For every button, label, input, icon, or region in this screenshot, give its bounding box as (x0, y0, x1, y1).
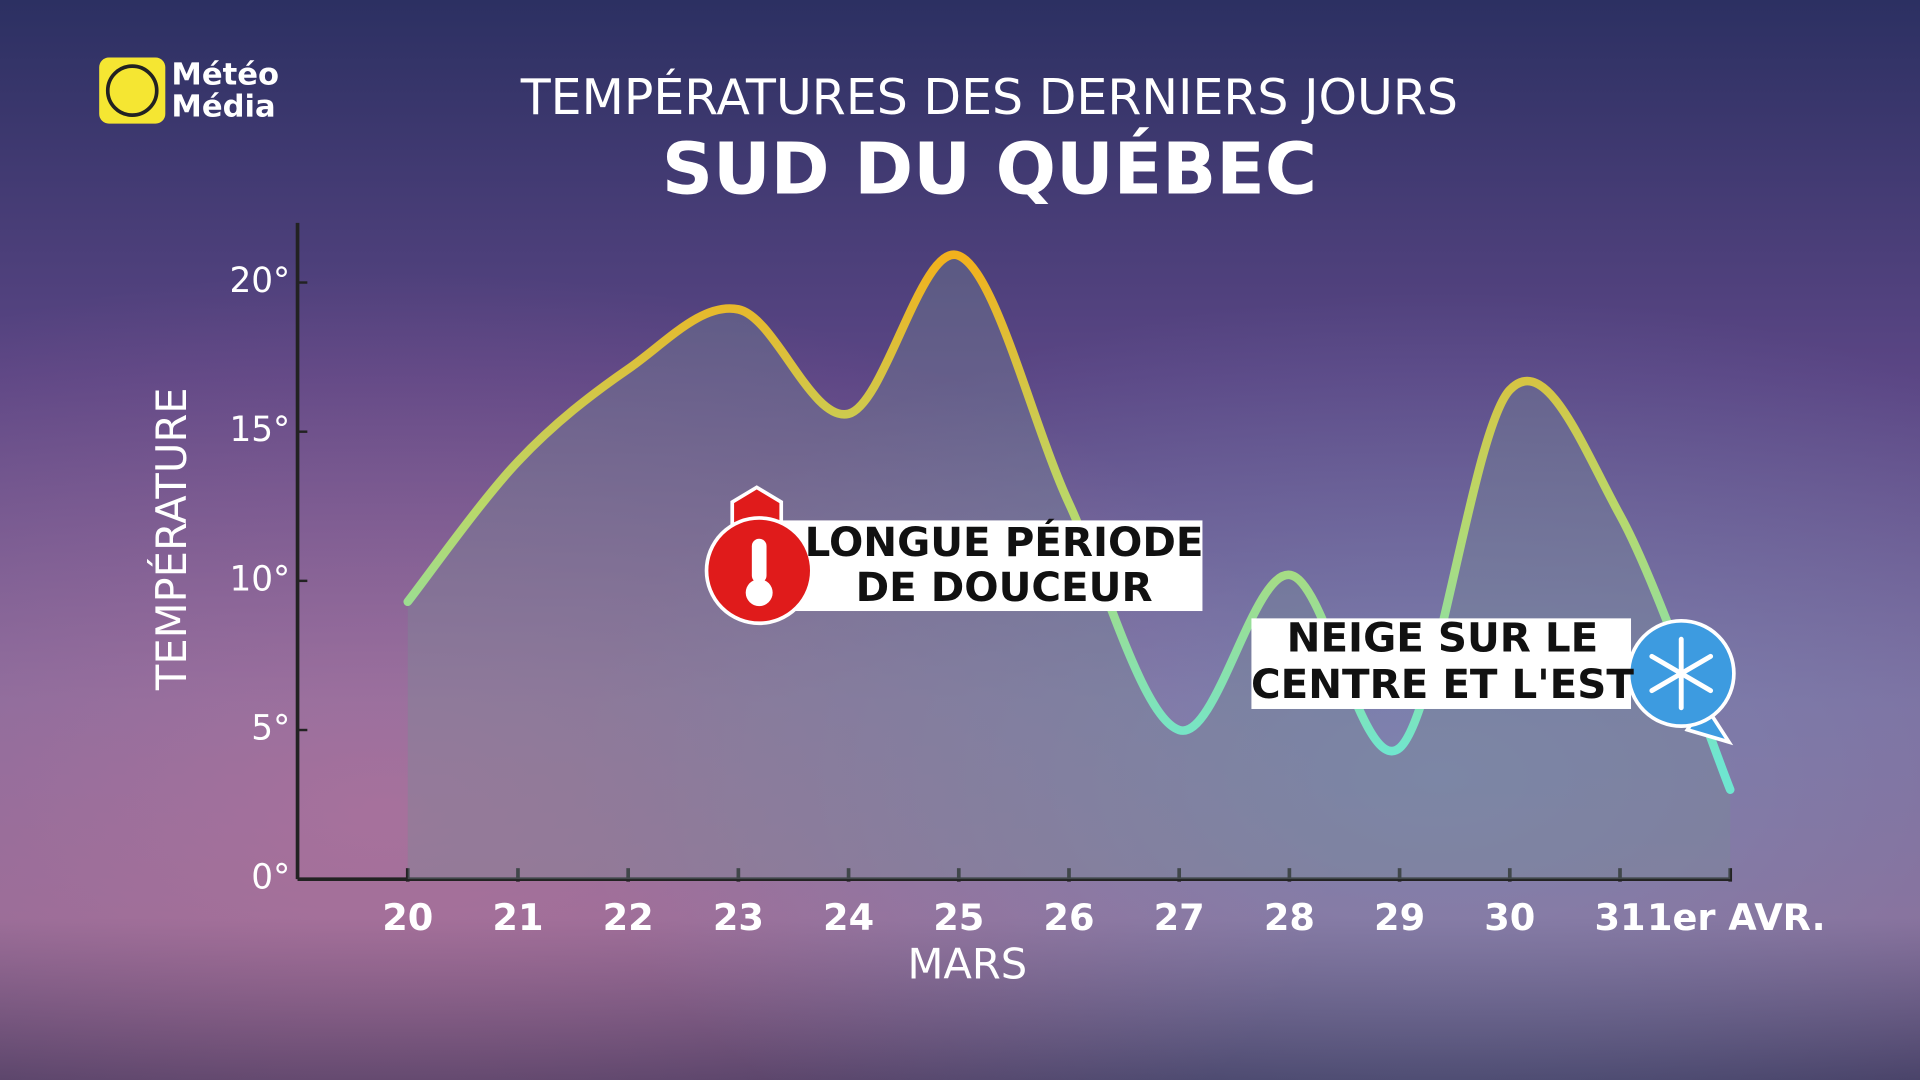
logo-text: Météo (171, 57, 279, 92)
annotation-warm: LONGUE PÉRIODE DE DOUCEUR (704, 485, 1204, 626)
annotation-box (1251, 618, 1632, 709)
x-tick-label: 23 (713, 896, 764, 939)
y-tick-label: 5° (251, 709, 290, 749)
icon-shape (745, 579, 773, 607)
chart-title: TEMPÉRATURES DES DERNIERS JOURS (520, 67, 1458, 126)
x-tick-label: 27 (1154, 896, 1205, 939)
x-tick-label: 1er AVR. (1647, 896, 1826, 939)
annotation-snow: NEIGE SUR LE CENTRE ET L'EST (1251, 613, 1736, 746)
icon-shape (730, 485, 784, 529)
line (403, 250, 1735, 794)
annotation-box (765, 520, 1203, 612)
y-tick-label: 0° (251, 858, 290, 898)
x-tick-label: 20 (382, 896, 433, 939)
logo-globe (105, 64, 159, 117)
annotation-text: LONGUE PÉRIODE DE DOUCEUR (805, 518, 1204, 611)
x-tick-label: 21 (492, 896, 543, 939)
annotation-line: CENTRE ET L'EST (1251, 660, 1634, 708)
x-tick-label: 30 (1484, 896, 1535, 939)
y-tick-label: 15° (229, 410, 290, 450)
icon-shape (1649, 636, 1714, 711)
x-tick-label: 26 (1043, 896, 1094, 939)
x-tick-label: 24 (823, 896, 874, 939)
annotation-line: DE DOUCEUR (856, 563, 1153, 611)
x-tick-label: 28 (1264, 896, 1315, 939)
annotation-line: LONGUE PÉRIODE (805, 518, 1204, 566)
y-tick-label: 20° (229, 261, 290, 301)
x-tick-label: 29 (1374, 896, 1425, 939)
x-tick-label: 22 (603, 896, 654, 939)
x-tick-label: 31 (1594, 896, 1645, 939)
annotation-line: NEIGE SUR LE (1287, 613, 1599, 661)
y-tick-label: 10° (229, 559, 290, 599)
logo: Météo Média (99, 57, 279, 124)
x-tick-label: 25 (933, 896, 984, 939)
logo-text: Média (171, 89, 275, 124)
chart-subtitle: SUD DU QUÉBEC (662, 127, 1317, 210)
y-axis-label: TEMPÉRATURE (147, 387, 196, 691)
annotation-text: NEIGE SUR LE CENTRE ET L'EST (1251, 613, 1634, 708)
icon-shape (751, 538, 767, 583)
x-axis-label: MARS (907, 939, 1027, 988)
